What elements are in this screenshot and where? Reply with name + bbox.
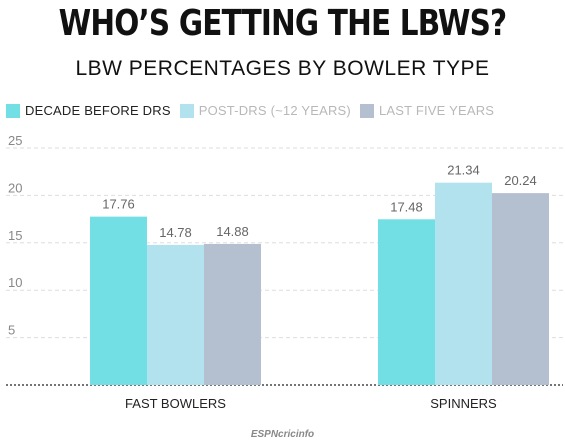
espncricinfo-logo: ESPNcricinfo xyxy=(250,429,315,440)
y-tick-label: 10 xyxy=(8,275,22,290)
bar xyxy=(204,243,261,385)
bar xyxy=(147,244,204,385)
legend-label: LAST FIVE YEARS xyxy=(378,103,495,118)
legend-label: POST-DRS (~12 YEARS) xyxy=(198,103,351,118)
x-category-label: SPINNERS xyxy=(430,396,497,411)
data-label: 14.88 xyxy=(216,224,249,239)
bar xyxy=(90,216,147,385)
y-tick-label: 25 xyxy=(8,133,22,148)
bar xyxy=(435,182,492,385)
bar xyxy=(492,193,549,385)
data-label: 17.76 xyxy=(102,197,135,212)
y-tick-label: 20 xyxy=(8,180,22,195)
y-tick-label: 15 xyxy=(8,228,22,243)
data-label: 17.48 xyxy=(390,199,423,214)
x-category-label: FAST BOWLERS xyxy=(125,396,226,411)
legend-swatch xyxy=(6,103,20,118)
legend-item-last-five-years: LAST FIVE YEARS xyxy=(359,103,495,118)
chart-subtitle: LBW PERCENTAGES BY BOWLER TYPE xyxy=(75,57,490,80)
data-label: 20.24 xyxy=(504,173,537,188)
data-label: 14.78 xyxy=(159,225,192,240)
label-layer: 5 10 15 20 25 17.76 14.78 14.88 FAST BOWLERS 17.4… xyxy=(8,133,537,411)
legend-swatch xyxy=(359,103,374,118)
bar-layer xyxy=(90,182,549,385)
legend-item-post-drs: POST-DRS (~12 YEARS) xyxy=(179,103,351,118)
legend-label: DECADE BEFORE DRS xyxy=(25,103,171,118)
data-label: 21.34 xyxy=(447,163,480,178)
chart-title: WHO’S GETTING THE LBWS? xyxy=(58,3,508,44)
legend-swatch xyxy=(179,103,194,118)
legend-item-decade-before-drs: DECADE BEFORE DRS xyxy=(6,103,171,118)
legend: DECADE BEFORE DRS POST-DRS (~12 YEARS) L… xyxy=(6,103,503,118)
bar xyxy=(378,219,435,385)
y-tick-label: 5 xyxy=(8,323,15,338)
